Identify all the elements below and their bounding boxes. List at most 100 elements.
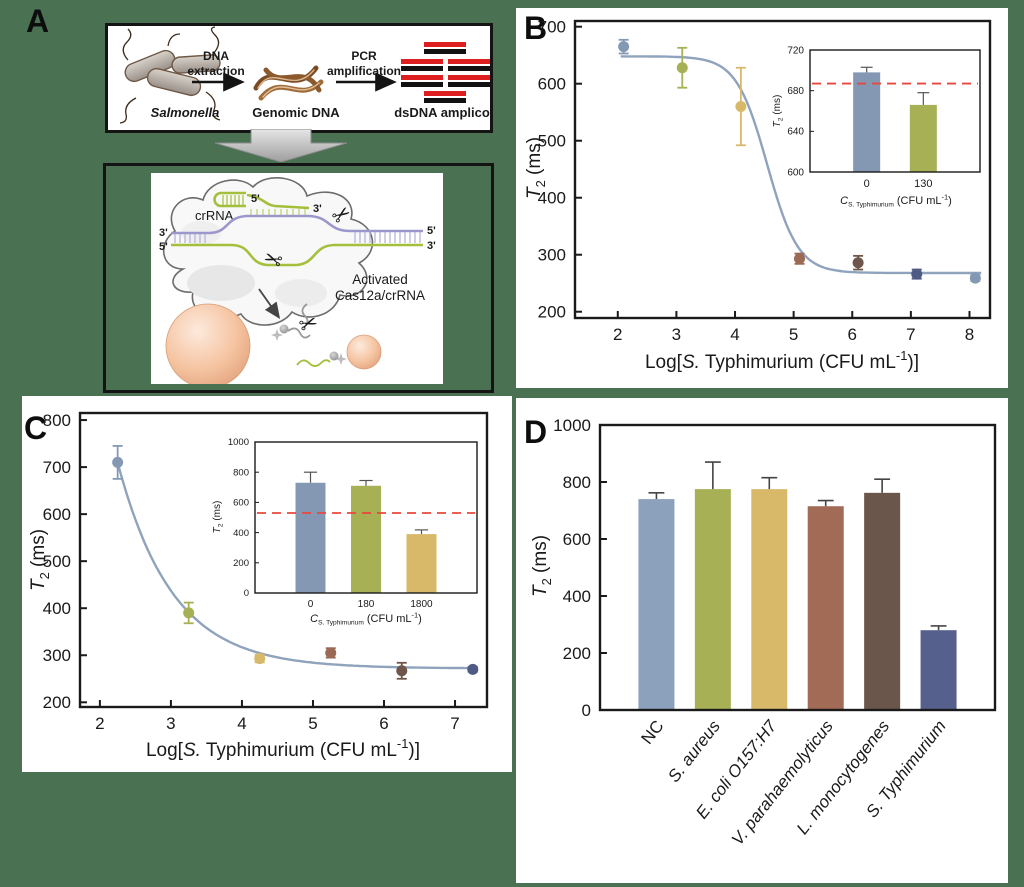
data-point: [969, 272, 981, 284]
bar: [920, 630, 957, 710]
bar: [694, 489, 731, 710]
y-tick-label: 300: [538, 246, 566, 265]
bar: [853, 72, 881, 172]
bar-category-label: 130: [914, 178, 932, 190]
crrna-label: crRNA: [195, 208, 234, 223]
down-arrow: [215, 129, 347, 162]
bar: [351, 485, 381, 593]
chart-frame: [78, 411, 489, 709]
end-hairpin-5-label: 5': [251, 193, 260, 205]
data-point: [254, 653, 266, 665]
y-tick-label: 200: [233, 558, 249, 569]
data-point: [676, 62, 688, 74]
x-tick-label: 5: [789, 325, 798, 344]
bar-category-label: 180: [358, 599, 375, 610]
crrna-hairpin: [213, 191, 310, 210]
data-point: [618, 41, 630, 53]
data-point: [325, 647, 337, 659]
bar-category-label: NC: [637, 717, 667, 748]
y-axis-title: T2 (ms): [28, 529, 52, 591]
panel-c-letter: C: [24, 410, 48, 446]
hairpin-teeth: [222, 195, 244, 205]
x-tick-label: 3: [166, 714, 175, 733]
x-tick-label: 4: [237, 714, 246, 733]
target-dna-purple-strand: [171, 209, 423, 243]
bar: [751, 489, 788, 710]
x-axis-title: Log[S. Typhimurium (CFU mL-1)]: [146, 736, 420, 761]
y-tick-label: 600: [43, 505, 71, 524]
chart-frame: [809, 49, 981, 173]
y-tick-label: 400: [233, 528, 249, 539]
panel-b-letter: B: [524, 10, 548, 46]
panel-b: B 200 300 400 500 600 700 2 3 4 5 6 7 8 Log[S. Typhim…: [516, 8, 1008, 388]
genomic-dna-art: [253, 65, 324, 101]
y-tick-label: 600: [563, 530, 591, 549]
data-point: [911, 268, 923, 280]
x-tick-label: 6: [379, 714, 388, 733]
bar: [909, 104, 937, 172]
fit-curve: [116, 462, 477, 670]
y-tick-label: 200: [563, 644, 591, 663]
target-dna-green-strand: [171, 243, 423, 267]
y-tick-label: 1000: [228, 437, 249, 448]
data-point: [467, 663, 479, 675]
y-tick-label: 600: [233, 498, 249, 509]
end-left-5-label: 5': [159, 241, 168, 253]
down-arrow-shape: [215, 129, 347, 162]
bar-category-label: 1800: [410, 599, 433, 610]
inset-x-axis-title: CS. Typhimurium (CFU mL-1): [840, 193, 952, 209]
data-point: [183, 607, 195, 619]
panel-c: C 200 300 400 500 600 700 800 2 3 4 5 6 7 Log[S. Typh…: [22, 396, 512, 772]
data-point: [396, 665, 408, 677]
y-tick-label: 800: [233, 467, 249, 478]
y-axis-title: T2 (ms): [530, 535, 554, 597]
pcr-label-2: amplification: [327, 64, 401, 78]
y-tick-label: 200: [43, 693, 71, 712]
x-axis-title: Log[S. Typhimurium (CFU mL-1)]: [645, 348, 919, 373]
x-tick-label: 7: [450, 714, 459, 733]
chart-frame: [573, 19, 992, 320]
dsdna-amplicon-label: dsDNA amplicon: [394, 105, 490, 120]
large-bead-sphere: [165, 303, 251, 384]
chart-frame: [254, 441, 478, 594]
y-tick-label: 500: [538, 131, 566, 150]
end-right-5-label: 5': [427, 225, 436, 237]
bar: [295, 482, 326, 593]
bar-category-label: S. aureus: [664, 716, 724, 785]
y-tick-label: 640: [787, 127, 804, 138]
y-tick-label: 680: [787, 86, 804, 97]
y-tick-label: 600: [787, 167, 804, 178]
y-axis-title: T2 (ms): [524, 137, 548, 199]
y-tick-label: 1000: [553, 416, 591, 435]
end-top-3-label: 3': [313, 203, 322, 215]
panel-d: D NC S. aureus E. coli O157:H7 V. parahaemo…: [516, 398, 1008, 883]
dna-extraction-label-1: DNA: [203, 49, 229, 63]
data-point: [735, 101, 747, 113]
bar-category-label: V. parahaemolyticus: [728, 716, 837, 848]
small-bead-sphere: [346, 334, 382, 370]
y-tick-label: 400: [563, 587, 591, 606]
end-left-3-label: 3': [159, 227, 168, 239]
panel-b-chart: 200 300 400 500 600 700 2 3 4 5 6 7 8 Log[S. Typhimur…: [524, 17, 992, 373]
inset-y-axis-title: T2 (ms): [212, 501, 225, 534]
panel-a-workflow-box: Salmonella DNA extraction Genomic DNA PC…: [105, 23, 493, 133]
y-tick-label: 400: [43, 599, 71, 618]
x-tick-label: 3: [672, 325, 681, 344]
data-point: [112, 456, 124, 468]
data-point: [852, 257, 864, 269]
x-tick-label: 8: [965, 325, 974, 344]
activated-label-1: Activated: [352, 272, 408, 287]
y-tick-label: 700: [43, 458, 71, 477]
salmonella-label: Salmonella: [151, 105, 220, 120]
x-tick-label: 4: [730, 325, 739, 344]
y-tick-label: 500: [43, 552, 71, 571]
bar-category-label: 0: [864, 178, 870, 190]
x-tick-label: 7: [906, 325, 915, 344]
dsdna-amplicon-art: [401, 42, 490, 103]
cleaved-reporters: ✂: [271, 303, 347, 367]
panel-c-chart: 200 300 400 500 600 700 800 2 3 4 5 6 7 Log[S. Typhim…: [28, 411, 489, 761]
inset-y-axis-title: T2 (ms): [772, 95, 785, 128]
salmonella-bacteria-art: [119, 26, 221, 124]
